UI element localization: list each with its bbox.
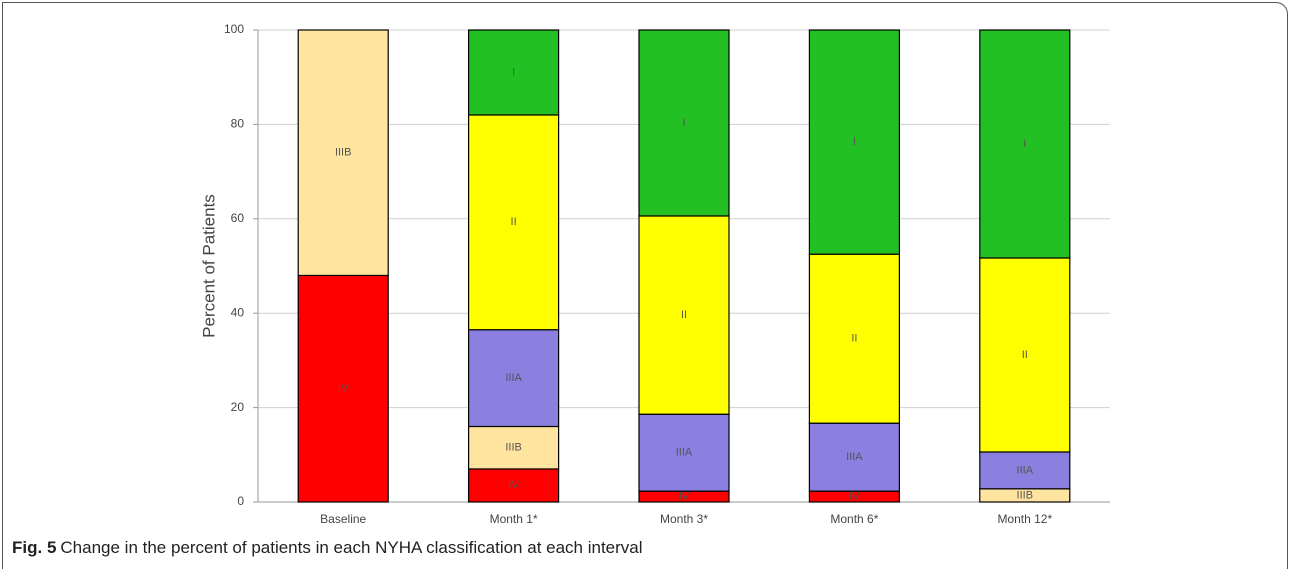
bar-segment xyxy=(808,253,901,424)
y-axis-label: Percent of Patients xyxy=(199,194,218,338)
segment-label: IV xyxy=(508,479,519,491)
y-tick-label: 40 xyxy=(231,305,245,319)
segment-label: IIIA xyxy=(505,372,522,384)
bar-segment xyxy=(638,29,730,217)
segment-label: II xyxy=(851,333,857,345)
segment-label: II xyxy=(511,216,517,228)
caption: Fig. 5 Change in the percent of patients … xyxy=(12,538,643,558)
segment-label: IIIA xyxy=(1017,464,1034,476)
bar-segment xyxy=(468,425,560,470)
segment-label: I xyxy=(853,136,856,148)
caption-label: Fig. 5 xyxy=(12,538,57,557)
segment-label: II xyxy=(1022,349,1028,361)
bar-segment xyxy=(808,422,901,492)
bar-segment xyxy=(468,468,560,503)
x-tick-label: Baseline xyxy=(320,512,366,526)
y-tick-label: 20 xyxy=(231,400,245,414)
y-tick-label: 100 xyxy=(224,22,244,36)
segment-label: I xyxy=(682,117,685,129)
x-tick-label: Month 12* xyxy=(997,512,1052,526)
y-tick-label: 60 xyxy=(231,211,245,225)
segment-label: I xyxy=(512,66,515,78)
y-tick-label: 80 xyxy=(231,117,245,131)
bar-segment xyxy=(808,29,901,255)
bar-segment xyxy=(979,29,1071,259)
bar-segment xyxy=(638,215,730,415)
segment-label: IIIB xyxy=(335,147,352,159)
caption-text: Change in the percent of patients in eac… xyxy=(60,538,643,557)
bar-segment xyxy=(468,29,560,116)
segment-label: IIIB xyxy=(505,442,522,454)
bar-segment xyxy=(297,29,389,277)
bar-segment xyxy=(297,274,389,503)
bar-segment xyxy=(468,114,560,331)
segment-label: IIIA xyxy=(676,447,693,459)
bar-segment xyxy=(638,413,730,492)
segment-label: II xyxy=(681,309,687,321)
segment-label: IV xyxy=(679,490,690,502)
segment-label: IV xyxy=(338,383,349,395)
segment-label: IIIB xyxy=(1017,489,1034,501)
x-tick-label: Month 6* xyxy=(830,512,878,526)
x-tick-label: Month 3* xyxy=(660,512,708,526)
bar-segment xyxy=(468,329,560,428)
segment-label: IV xyxy=(849,490,860,502)
segment-label: I xyxy=(1023,138,1026,150)
bar-segment xyxy=(979,257,1071,453)
segment-label: IIIA xyxy=(846,451,863,463)
bar-segment xyxy=(979,451,1071,490)
y-tick-label: 0 xyxy=(237,494,244,508)
x-tick-label: Month 1* xyxy=(490,512,538,526)
